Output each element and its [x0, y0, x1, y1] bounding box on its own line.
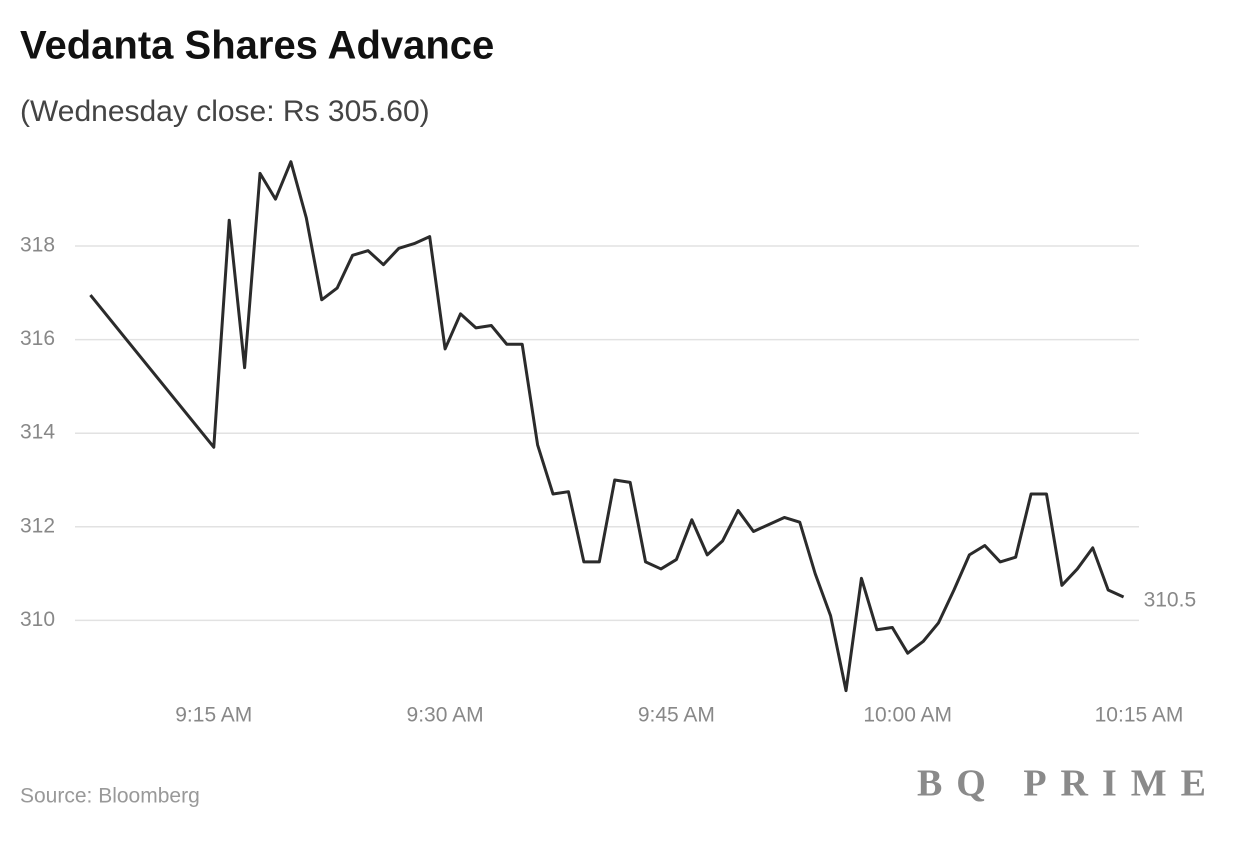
x-tick-label: 10:15 AM — [1095, 704, 1184, 727]
x-tick-label: 9:15 AM — [175, 704, 252, 727]
y-tick-label: 312 — [20, 514, 55, 537]
y-tick-label: 310 — [20, 608, 55, 631]
brand-logo: BQ PRIME — [917, 763, 1220, 805]
source: Source: Bloomberg — [20, 785, 200, 808]
x-tick-label: 9:30 AM — [407, 704, 484, 727]
chart-title: Vedanta Shares Advance — [20, 24, 494, 68]
y-tick-label: 316 — [20, 327, 55, 350]
price-line — [89, 160, 1125, 693]
chart-subtitle: (Wednesday close: Rs 305.60) — [20, 95, 430, 128]
end-value-label: 310.5 — [1144, 589, 1197, 612]
x-tick-label: 9:45 AM — [638, 704, 715, 727]
y-tick-label: 318 — [20, 234, 55, 257]
x-tick-label: 10:00 AM — [863, 704, 952, 727]
y-tick-label: 314 — [20, 421, 55, 444]
